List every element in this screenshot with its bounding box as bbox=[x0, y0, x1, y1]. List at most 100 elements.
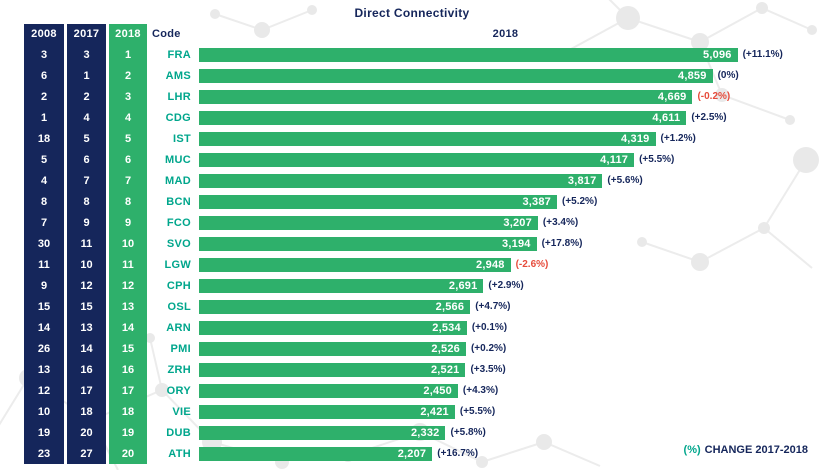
rank-2017-cell: 2 bbox=[67, 86, 106, 107]
rank-2017-cell: 16 bbox=[67, 359, 106, 380]
bar-value-label: 2,207 bbox=[397, 447, 427, 460]
bar-track: 2,534 (+0.1%) bbox=[199, 317, 812, 338]
airport-row: 30 11 10 SVO 3,194 (+17.8%) bbox=[0, 233, 824, 254]
bar-track: 2,421 (+5.5%) bbox=[199, 401, 812, 422]
change-label: (-0.2%) bbox=[697, 91, 731, 102]
rank-2008-cell: 2 bbox=[24, 86, 64, 107]
airport-row: 7 9 9 FCO 3,207 (+3.4%) bbox=[0, 212, 824, 233]
rank-2008-cell: 11 bbox=[24, 254, 64, 275]
airport-code: FRA bbox=[167, 48, 191, 61]
connectivity-bar: 3,387 bbox=[199, 194, 557, 209]
connectivity-bar: 4,669 bbox=[199, 89, 693, 104]
airport-row: 4 7 7 MAD 3,817 (+5.6%) bbox=[0, 170, 824, 191]
connectivity-bar: 2,332 bbox=[199, 425, 446, 440]
footnote-percent-symbol: (%) bbox=[683, 444, 701, 456]
airport-code: SVO bbox=[166, 237, 191, 250]
connectivity-bar: 4,319 bbox=[199, 131, 656, 146]
column-header-chart-2018: 2018 bbox=[492, 28, 519, 40]
rank-2018-cell: 20 bbox=[109, 443, 147, 464]
change-label: (+11.1%) bbox=[742, 49, 783, 60]
rank-2008-cell: 23 bbox=[24, 443, 64, 464]
change-footnote: (%) CHANGE 2017-2018 bbox=[679, 444, 808, 456]
rank-2008-cell: 5 bbox=[24, 149, 64, 170]
airport-code: CPH bbox=[166, 279, 191, 292]
change-label: (+1.2%) bbox=[660, 133, 696, 144]
airport-code: LHR bbox=[167, 90, 191, 103]
airport-code: PMI bbox=[170, 342, 191, 355]
rank-2018-cell: 9 bbox=[109, 212, 147, 233]
airport-row: 5 6 6 MUC 4,117 (+5.5%) bbox=[0, 149, 824, 170]
bar-value-label: 2,534 bbox=[432, 321, 461, 334]
airport-code: AMS bbox=[165, 69, 191, 82]
connectivity-bar: 2,948 bbox=[199, 257, 511, 272]
bar-value-label: 5,096 bbox=[703, 48, 732, 61]
bar-value-label: 2,450 bbox=[423, 384, 452, 397]
change-label: (+3.4%) bbox=[542, 217, 579, 228]
change-label: (+0.1%) bbox=[471, 322, 508, 333]
rank-2017-cell: 11 bbox=[67, 233, 106, 254]
footnote-label: CHANGE 2017-2018 bbox=[704, 444, 808, 456]
bar-value-label: 4,669 bbox=[657, 90, 687, 103]
bar-track: 2,566 (+4.7%) bbox=[199, 296, 812, 317]
rank-2017-cell: 5 bbox=[67, 128, 106, 149]
rank-2018-cell: 18 bbox=[109, 401, 147, 422]
rank-2017-cell: 8 bbox=[67, 191, 106, 212]
bar-track: 3,207 (+3.4%) bbox=[199, 212, 812, 233]
change-label: (+5.8%) bbox=[450, 427, 486, 438]
bar-value-label: 2,566 bbox=[435, 300, 465, 313]
connectivity-bar: 2,534 bbox=[199, 320, 467, 335]
connectivity-bar: 3,194 bbox=[199, 236, 537, 251]
airport-row: 10 18 18 VIE 2,421 (+5.5%) bbox=[0, 401, 824, 422]
change-label: (-2.6%) bbox=[515, 259, 549, 270]
bar-track: 2,332 (+5.8%) bbox=[199, 422, 812, 443]
bar-value-label: 4,117 bbox=[600, 153, 629, 166]
airport-row: 11 10 11 LGW 2,948 (-2.6%) bbox=[0, 254, 824, 275]
rank-2018-cell: 5 bbox=[109, 128, 147, 149]
bar-track: 2,526 (+0.2%) bbox=[199, 338, 812, 359]
table-body: 3 3 1 FRA 5,096 (+11.1%) 6 1 2 AMS 4,859… bbox=[0, 44, 824, 464]
bar-track: 2,207 (+16.7%) bbox=[199, 443, 812, 464]
rank-2008-cell: 30 bbox=[24, 233, 64, 254]
bar-track: 2,948 (-2.6%) bbox=[199, 254, 812, 275]
bar-track: 4,117 (+5.5%) bbox=[199, 149, 812, 170]
connectivity-bar: 2,207 bbox=[199, 446, 433, 461]
airport-code: ARN bbox=[166, 321, 191, 334]
bar-value-label: 2,526 bbox=[431, 342, 460, 355]
change-label: (+4.3%) bbox=[462, 385, 499, 396]
bar-value-label: 2,332 bbox=[410, 426, 440, 439]
airport-row: 15 15 13 OSL 2,566 (+4.7%) bbox=[0, 296, 824, 317]
rank-2017-cell: 13 bbox=[67, 317, 106, 338]
airport-code: BCN bbox=[166, 195, 191, 208]
bar-value-label: 4,319 bbox=[620, 132, 650, 145]
bar-track: 4,319 (+1.2%) bbox=[199, 128, 812, 149]
rank-2018-cell: 13 bbox=[109, 296, 147, 317]
airport-code: ATH bbox=[168, 447, 191, 460]
change-label: (+4.7%) bbox=[475, 301, 511, 312]
rank-2008-cell: 8 bbox=[24, 191, 64, 212]
rank-2017-cell: 1 bbox=[67, 65, 106, 86]
rank-2008-cell: 4 bbox=[24, 170, 64, 191]
bar-track: 3,387 (+5.2%) bbox=[199, 191, 812, 212]
rank-2018-cell: 12 bbox=[109, 275, 147, 296]
column-header-code: Code bbox=[152, 28, 181, 40]
airport-code: DUB bbox=[166, 426, 191, 439]
column-header-2008: 2008 bbox=[24, 24, 64, 44]
change-label: (+2.5%) bbox=[691, 112, 727, 123]
bar-value-label: 2,521 bbox=[430, 363, 460, 376]
bar-value-label: 2,421 bbox=[420, 405, 449, 418]
rank-2017-cell: 3 bbox=[67, 44, 106, 65]
airport-row: 18 5 5 IST 4,319 (+1.2%) bbox=[0, 128, 824, 149]
airport-row: 19 20 19 DUB 2,332 (+5.8%) bbox=[0, 422, 824, 443]
column-header-2017: 2017 bbox=[67, 24, 106, 44]
rank-2017-cell: 15 bbox=[67, 296, 106, 317]
rank-2008-cell: 15 bbox=[24, 296, 64, 317]
rank-2017-cell: 17 bbox=[67, 380, 106, 401]
bar-value-label: 2,948 bbox=[476, 258, 505, 271]
change-label: (+5.5%) bbox=[639, 154, 675, 165]
chart-title: Direct Connectivity bbox=[354, 6, 470, 20]
rank-2008-cell: 6 bbox=[24, 65, 64, 86]
rank-2017-cell: 7 bbox=[67, 170, 106, 191]
